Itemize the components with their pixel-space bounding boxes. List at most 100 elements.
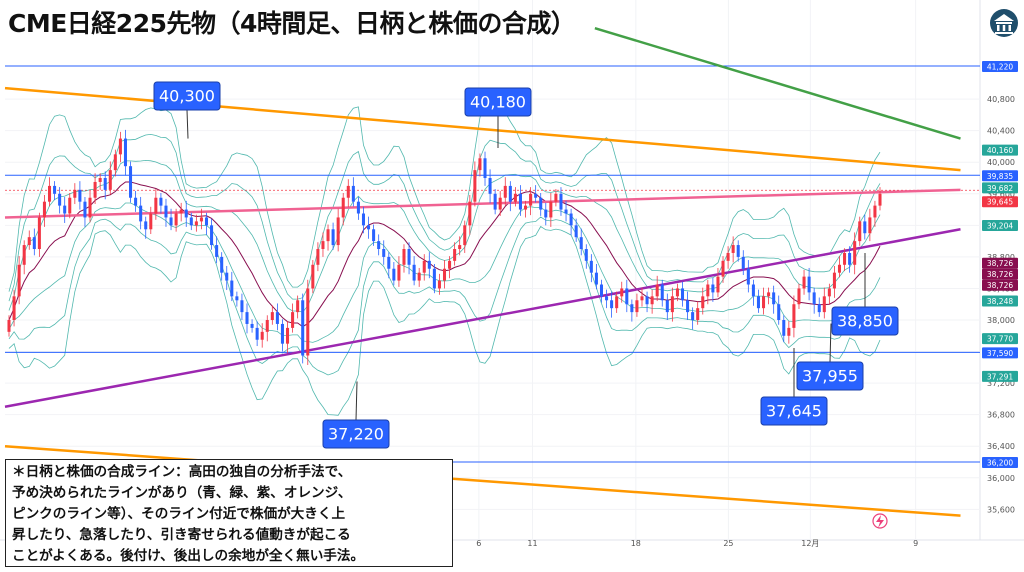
candle-body	[680, 288, 685, 301]
candle-body	[579, 237, 583, 250]
candle-body	[250, 323, 254, 328]
note-line: ＊日柄と株価の合成ライン：高田の独自の分析手法で、	[12, 464, 352, 480]
candle-body	[331, 229, 335, 246]
price-badge	[982, 333, 1018, 345]
trend-line	[4, 228, 961, 409]
candle-body	[650, 296, 654, 305]
candle-body	[139, 205, 143, 222]
candle-body	[503, 185, 507, 198]
candle-body	[589, 260, 593, 273]
candle-body	[417, 272, 421, 281]
price-tick-label: 36,400	[987, 442, 1015, 451]
callout-line	[829, 323, 832, 363]
price-callouts: 40,300 40,180 37,220 37,645 37,955 38,850	[153, 81, 899, 449]
candle-body	[564, 209, 568, 214]
candle-body	[108, 170, 112, 190]
page-title: CME日経225先物（4時間足、日柄と株価の合成）	[8, 9, 576, 38]
upper-band-line	[8, 159, 881, 313]
candle-body	[812, 292, 816, 305]
upper-band-line	[8, 133, 881, 302]
price-badge	[982, 196, 1018, 208]
callout-label: 40,180	[470, 93, 526, 112]
candle-body	[807, 276, 811, 293]
price-badge	[982, 61, 1018, 72]
candle-body	[605, 296, 609, 301]
price-badge	[982, 279, 1018, 291]
candle-body	[407, 249, 411, 265]
candle-body	[306, 288, 310, 356]
candle-body	[822, 296, 826, 313]
candle-body	[736, 245, 740, 257]
time-tick-label: 6	[476, 539, 481, 548]
candle-body	[848, 252, 852, 265]
candle-body	[73, 189, 77, 198]
candle-body	[184, 209, 188, 218]
candle-body	[204, 217, 209, 226]
candle-body	[524, 205, 528, 210]
candle-body	[584, 249, 588, 261]
candle-body	[103, 178, 107, 190]
candle-body	[93, 181, 97, 198]
bollinger-bands	[8, 96, 881, 416]
candle-body	[285, 327, 290, 344]
candle-body	[701, 296, 705, 309]
candle-body	[797, 288, 801, 305]
candle-body	[346, 185, 350, 198]
candle-body	[483, 158, 487, 179]
price-badge	[982, 170, 1018, 182]
lower-band-line	[8, 225, 881, 416]
candle-body	[518, 193, 522, 210]
candle-body	[442, 268, 447, 281]
candle-body	[321, 241, 325, 250]
candle-body	[164, 205, 168, 218]
callout-label: 37,645	[766, 402, 822, 421]
candle-body	[169, 217, 173, 226]
candle-body	[113, 154, 117, 171]
time-axis: 6 11 18 25 12月 9	[476, 539, 918, 548]
chart-extras	[872, 513, 888, 529]
callout-box	[760, 396, 828, 426]
candle-body	[827, 288, 831, 297]
candle-body	[210, 225, 214, 246]
price-badge-label: 39,204	[987, 222, 1013, 231]
trend-line	[4, 444, 961, 517]
candle-body	[27, 237, 31, 246]
candle-body	[245, 312, 249, 324]
candle-body	[772, 292, 776, 305]
note-line: ことがよくある。後付け、後出しの余地が全く無い手法。	[12, 548, 365, 564]
price-tick-label: 37,200	[987, 379, 1015, 388]
candle-body	[336, 217, 340, 246]
candle-body	[412, 264, 416, 281]
callout-label: 38,850	[837, 312, 893, 331]
price-badge-label: 39,835	[987, 172, 1013, 181]
candle-body	[544, 209, 548, 218]
candle-body	[751, 284, 755, 297]
callout-line	[355, 381, 358, 421]
time-tick-label: 11	[527, 539, 537, 548]
candle-body	[387, 256, 391, 269]
note-line: 予め決められたラインがあり（青、緑、紫、オレンジ、	[12, 485, 352, 501]
price-tick-label: 36,000	[987, 474, 1015, 483]
candle-body	[427, 260, 431, 269]
candle-body	[154, 197, 158, 214]
candle-body	[280, 323, 284, 344]
note-line: 昇したり、急落したり、引き寄せられる値動きが起こる	[12, 527, 351, 543]
candle-body	[787, 327, 791, 336]
candle-body	[716, 276, 720, 293]
callout-label: 40,300	[159, 87, 215, 106]
price-tick-label: 39,600	[987, 190, 1015, 199]
candle-body	[220, 256, 224, 273]
price-badge-label: 40,160	[987, 146, 1013, 155]
candle-body	[275, 312, 279, 324]
callout-box	[464, 87, 532, 117]
callout-box	[322, 419, 390, 449]
candle-body	[468, 201, 472, 226]
candle-body	[473, 170, 477, 202]
candle-body	[12, 296, 16, 321]
candle-body	[123, 138, 127, 167]
candle-body	[432, 268, 436, 289]
candle-body	[660, 284, 664, 301]
candle-body	[53, 185, 57, 194]
candle-body	[686, 300, 690, 313]
price-badge	[982, 257, 1018, 269]
